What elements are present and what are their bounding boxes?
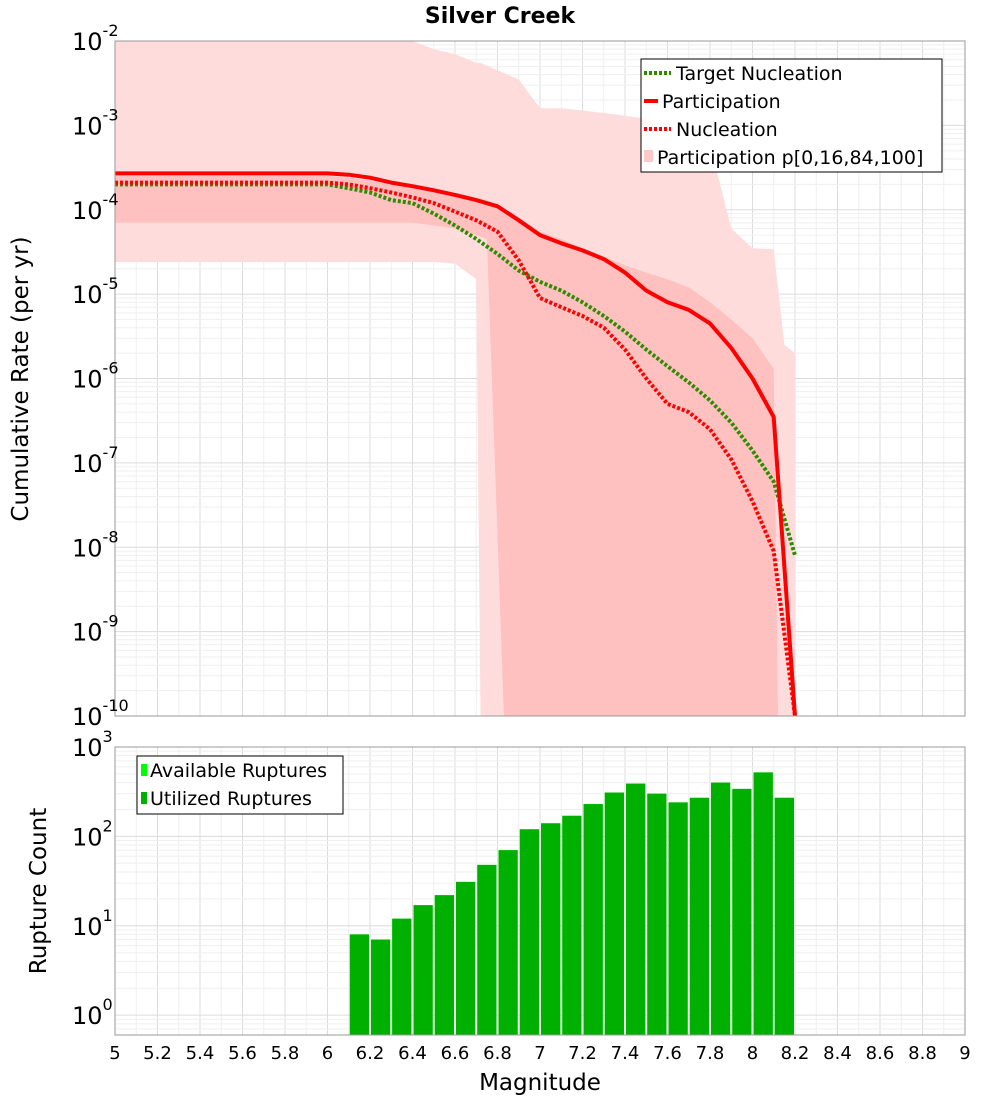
- rate-plot-panel: 10-2 10-3 10-4 10-5 10-6 10-7 10-8 10-9 10-10 Si…: [8, 4, 966, 731]
- x-tick-label: 5.4: [186, 1043, 215, 1064]
- utilized-rupture-bar: [477, 864, 497, 1035]
- x-tick-label: 8.8: [908, 1043, 937, 1064]
- utilized-rupture-bar: [519, 829, 540, 1035]
- legend-label-available-ruptures: Available Ruptures: [150, 760, 327, 782]
- utilized-rupture-bar: [583, 804, 603, 1035]
- utilized-rupture-bar: [349, 934, 369, 1035]
- utilized-rupture-bar: [371, 939, 391, 1035]
- x-tick-label: 6: [322, 1043, 333, 1064]
- utilized-rupture-bar: [732, 788, 752, 1035]
- utilized-rupture-bar: [753, 772, 773, 1035]
- target-nucleation-line: [115, 182, 797, 556]
- utilized-rupture-bar: [647, 793, 667, 1035]
- utilized-rupture-bar: [626, 783, 646, 1035]
- legend-label-nucleation: Nucleation: [676, 119, 778, 141]
- rupture-count-panel: 103 102 101 100 5 5.2 5.4 5.6 5.8 6 6.2 6.4 6.6 6.8 7…: [26, 727, 971, 1096]
- y-tick-label: 10-7: [72, 443, 119, 478]
- utilized-rupture-bar: [774, 797, 794, 1035]
- x-tick-label: 6.6: [441, 1043, 470, 1064]
- x-tick-label: 6.8: [483, 1043, 512, 1064]
- rate-y-axis-label: Cumulative Rate (per yr): [8, 236, 34, 521]
- rate-legend-box: [640, 58, 943, 173]
- legend-swatch-utilized-ruptures: [141, 792, 147, 804]
- x-tick-label: 7: [534, 1043, 545, 1064]
- y-tick-label: 100: [72, 995, 113, 1030]
- x-tick-label: 7.2: [568, 1043, 597, 1064]
- rupture-plot-frame: [114, 746, 966, 1036]
- x-tick-label: 8: [747, 1043, 758, 1064]
- legend-swatch-participation-band: [644, 150, 653, 162]
- y-tick-label: 10-10: [72, 696, 129, 731]
- utilized-rupture-bar: [668, 802, 688, 1035]
- utilized-rupture-bar: [689, 797, 710, 1035]
- rupture-legend-box: [136, 755, 344, 815]
- legend-label-utilized-ruptures: Utilized Ruptures: [150, 788, 312, 810]
- utilized-rupture-bar: [413, 905, 433, 1035]
- utilized-rupture-bar: [711, 782, 731, 1035]
- y-tick-label: 10-5: [72, 274, 119, 309]
- utilized-rupture-bar: [392, 918, 412, 1035]
- x-tick-label: 6.4: [398, 1043, 427, 1064]
- x-tick-label: 9: [959, 1043, 970, 1064]
- rate-y-tick-labels: 10-2 10-3 10-4 10-5 10-6 10-7 10-8 10-9 10-10: [72, 21, 129, 731]
- x-tick-label: 7.4: [611, 1043, 640, 1064]
- rate-plot-frame: [114, 40, 966, 717]
- y-tick-label: 101: [72, 906, 113, 941]
- utilized-rupture-bar: [456, 881, 476, 1035]
- rupture-bars: [349, 772, 794, 1035]
- y-tick-label: 10-2: [72, 21, 119, 56]
- x-tick-label: 7.6: [653, 1043, 682, 1064]
- x-tick-label: 5: [109, 1043, 120, 1064]
- x-tick-label: 6.2: [356, 1043, 385, 1064]
- rate-legend: Target Nucleation Participation Nucleati…: [640, 58, 943, 173]
- x-tick-label: 8.4: [823, 1043, 852, 1064]
- y-tick-label: 10-9: [72, 612, 119, 647]
- legend-label-participation-band: Participation p[0,16,84,100]: [657, 147, 923, 169]
- utilized-rupture-bar: [562, 815, 582, 1035]
- y-tick-label: 10-6: [72, 359, 119, 394]
- x-tick-label: 8.6: [866, 1043, 895, 1064]
- participation-line: [115, 171, 797, 716]
- legend-label-participation: Participation: [662, 91, 781, 113]
- rupture-y-tick-labels: 103 102 101 100: [72, 727, 113, 1030]
- utilized-rupture-bar: [498, 850, 518, 1035]
- rupture-legend: Available Ruptures Utilized Ruptures: [136, 755, 344, 815]
- x-tick-label: 5.2: [143, 1043, 172, 1064]
- x-tick-label: 7.8: [696, 1043, 725, 1064]
- chart-title: Silver Creek: [425, 4, 577, 29]
- y-tick-label: 102: [72, 816, 113, 851]
- y-tick-label: 103: [72, 727, 113, 762]
- participation-bands: [115, 41, 795, 716]
- legend-label-target-nucleation: Target Nucleation: [675, 63, 843, 85]
- legend-swatch-available-ruptures: [141, 764, 147, 776]
- band-p16-p84: [115, 176, 778, 716]
- utilized-rupture-bar: [434, 895, 454, 1035]
- x-tick-label: 8.2: [781, 1043, 810, 1064]
- y-tick-label: 10-8: [72, 527, 119, 562]
- rate-lines: [115, 171, 797, 716]
- utilized-rupture-bar: [541, 823, 561, 1035]
- y-tick-label: 10-3: [72, 105, 119, 140]
- y-tick-label: 10-4: [72, 190, 119, 225]
- x-tick-label: 5.6: [228, 1043, 257, 1064]
- x-tick-label: 5.8: [271, 1043, 300, 1064]
- magnitude-x-axis-label: Magnitude: [479, 1070, 601, 1096]
- rupture-y-axis-label: Rupture Count: [26, 808, 52, 974]
- magnitude-x-tick-labels: 5 5.2 5.4 5.6 5.8 6 6.2 6.4 6.6 6.8 7 7.2 7.4 7.6 7.8 8…: [109, 1043, 970, 1064]
- utilized-rupture-bar: [604, 792, 624, 1035]
